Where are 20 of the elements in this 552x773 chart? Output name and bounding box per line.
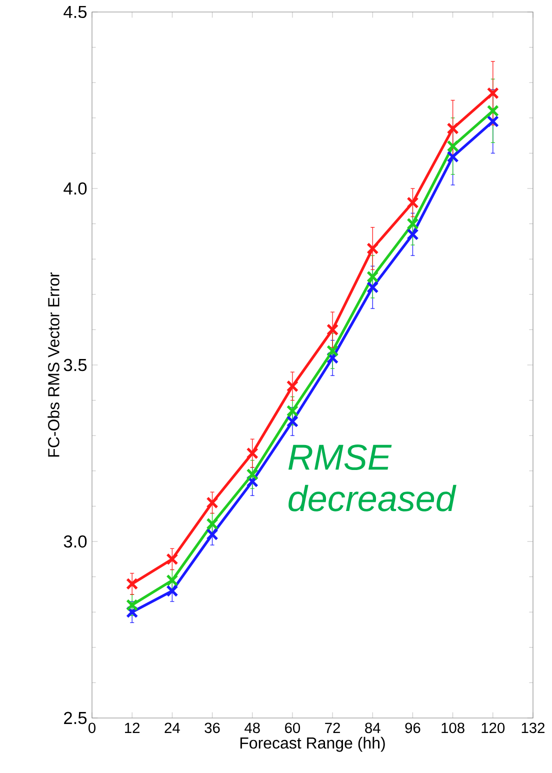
y-tick-label: 4.5 [64,6,87,18]
y-axis-title: FC-Obs RMS Vector Error [48,272,60,457]
x-tick-label: 108 [442,722,464,734]
x-tick-label: 60 [285,722,300,734]
annotation: RMSE decreased [288,444,456,512]
x-tick-label: 96 [405,722,420,734]
y-tick-label: 3.5 [64,358,87,372]
x-tick-label: 120 [482,722,505,734]
x-tick-label: 72 [325,722,340,733]
x-tick-label: 48 [244,722,260,734]
x-tick-label: 0 [88,722,96,734]
y-tick-label: 2.5 [64,712,87,724]
x-tick-label: 84 [365,722,380,734]
x-tick-label: 132 [522,722,544,734]
y-tick-label: 4.0 [64,182,87,195]
x-tick-label: 24 [164,722,180,733]
x-tick-label: 36 [204,722,220,734]
y-tick-label: 3.0 [64,535,87,548]
x-axis-title: Forecast Range (hh) [240,736,385,752]
x-tick-label: 12 [125,722,140,733]
